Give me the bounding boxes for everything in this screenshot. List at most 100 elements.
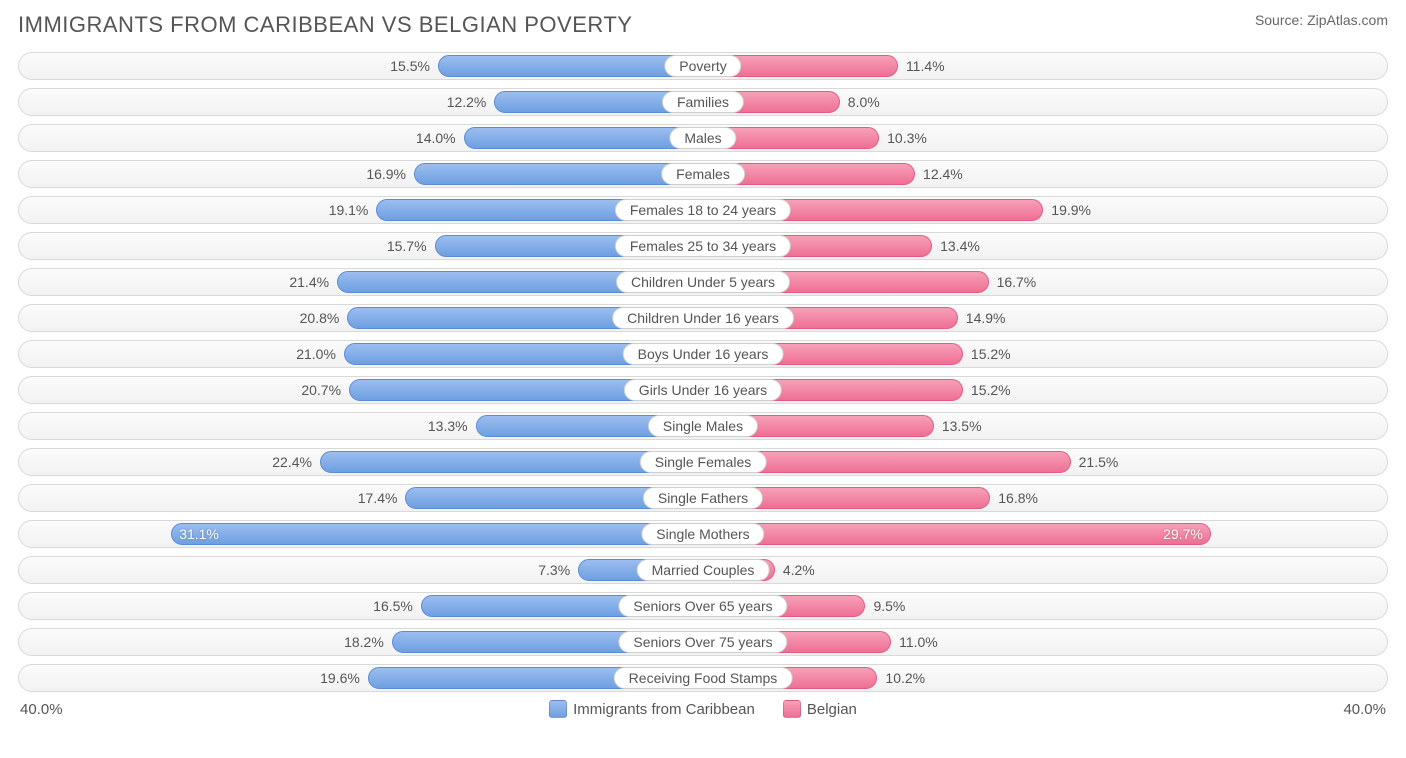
category-label: Single Mothers: [641, 523, 764, 545]
bar-row: 19.1%19.9%Females 18 to 24 years: [18, 196, 1388, 224]
value-label-right: 29.7%: [1163, 521, 1211, 547]
chart-title: IMMIGRANTS FROM CARIBBEAN VS BELGIAN POV…: [18, 12, 632, 38]
right-half: 15.2%: [703, 377, 1387, 403]
category-label: Seniors Over 65 years: [618, 595, 787, 617]
left-half: 20.8%: [19, 305, 703, 331]
legend-swatch-right: [783, 700, 801, 718]
left-half: 18.2%: [19, 629, 703, 655]
right-half: 19.9%: [703, 197, 1387, 223]
category-label: Girls Under 16 years: [624, 379, 782, 401]
category-label: Seniors Over 75 years: [618, 631, 787, 653]
left-half: 31.1%: [19, 521, 703, 547]
left-half: 16.5%: [19, 593, 703, 619]
bar-left: [438, 55, 703, 77]
left-half: 16.9%: [19, 161, 703, 187]
value-label-left: 12.2%: [447, 89, 495, 115]
category-label: Males: [669, 127, 736, 149]
value-label-right: 4.2%: [775, 557, 815, 583]
value-label-left: 15.5%: [390, 53, 438, 79]
legend: Immigrants from Caribbean Belgian: [549, 700, 857, 718]
value-label-left: 20.7%: [301, 377, 349, 403]
value-label-left: 7.3%: [538, 557, 578, 583]
right-half: 12.4%: [703, 161, 1387, 187]
value-label-left: 13.3%: [428, 413, 476, 439]
value-label-right: 15.2%: [963, 377, 1011, 403]
value-label-left: 18.2%: [344, 629, 392, 655]
bar-left: [171, 523, 703, 545]
source-prefix: Source:: [1255, 12, 1307, 28]
bar-right: [703, 523, 1211, 545]
left-half: 14.0%: [19, 125, 703, 151]
value-label-left: 19.6%: [320, 665, 368, 691]
legend-item-left: Immigrants from Caribbean: [549, 700, 755, 718]
value-label-right: 9.5%: [865, 593, 905, 619]
bar-row: 17.4%16.8%Single Fathers: [18, 484, 1388, 512]
right-half: 16.8%: [703, 485, 1387, 511]
bottom-row: 40.0% Immigrants from Caribbean Belgian …: [18, 700, 1388, 718]
bar-row: 16.5% 9.5% Seniors Over 65 years: [18, 592, 1388, 620]
value-label-right: 13.4%: [932, 233, 980, 259]
legend-label-right: Belgian: [807, 701, 857, 718]
left-half: 21.0%: [19, 341, 703, 367]
value-label-right: 21.5%: [1071, 449, 1119, 475]
right-half: 13.5%: [703, 413, 1387, 439]
right-half: 10.2%: [703, 665, 1387, 691]
value-label-left: 31.1%: [171, 521, 219, 547]
left-half: 20.7%: [19, 377, 703, 403]
bar-row: 13.3% 13.5% Single Males: [18, 412, 1388, 440]
category-label: Families: [662, 91, 744, 113]
value-label-left: 21.0%: [296, 341, 344, 367]
bar-row: 15.5% 11.4% Poverty: [18, 52, 1388, 80]
bar-row: 16.9%12.4%Females: [18, 160, 1388, 188]
left-half: 12.2%: [19, 89, 703, 115]
value-label-left: 16.9%: [366, 161, 414, 187]
category-label: Single Females: [640, 451, 767, 473]
bar-row: 31.1% 29.7% Single Mothers: [18, 520, 1388, 548]
category-label: Receiving Food Stamps: [614, 667, 793, 689]
value-label-right: 12.4%: [915, 161, 963, 187]
bar-left: [464, 127, 703, 149]
left-half: 22.4%: [19, 449, 703, 475]
right-half: 9.5%: [703, 593, 1387, 619]
right-half: 16.7%: [703, 269, 1387, 295]
bar-row: 15.7%13.4%Females 25 to 34 years: [18, 232, 1388, 260]
bar-row: 20.8%14.9%Children Under 16 years: [18, 304, 1388, 332]
value-label-left: 14.0%: [416, 125, 464, 151]
right-half: 14.9%: [703, 305, 1387, 331]
left-half: 21.4%: [19, 269, 703, 295]
bar-row: 20.7% 15.2% Girls Under 16 years: [18, 376, 1388, 404]
value-label-right: 13.5%: [934, 413, 982, 439]
bar-row: 22.4% 21.5% Single Females: [18, 448, 1388, 476]
value-label-right: 11.4%: [898, 53, 945, 79]
value-label-right: 16.7%: [989, 269, 1037, 295]
category-label: Children Under 5 years: [616, 271, 790, 293]
legend-label-left: Immigrants from Caribbean: [573, 701, 755, 718]
category-label: Married Couples: [637, 559, 770, 581]
left-half: 19.6%: [19, 665, 703, 691]
bar-row: 7.3% 4.2%Married Couples: [18, 556, 1388, 584]
value-label-right: 11.0%: [891, 629, 938, 655]
left-half: 15.7%: [19, 233, 703, 259]
bar-row: 19.6% 10.2% Receiving Food Stamps: [18, 664, 1388, 692]
right-half: 11.0%: [703, 629, 1387, 655]
value-label-left: 22.4%: [272, 449, 320, 475]
legend-swatch-left: [549, 700, 567, 718]
value-label-right: 8.0%: [840, 89, 880, 115]
category-label: Boys Under 16 years: [623, 343, 784, 365]
bar-row: 21.0%15.2%Boys Under 16 years: [18, 340, 1388, 368]
bar-row: 18.2% 11.0% Seniors Over 75 years: [18, 628, 1388, 656]
right-half: 8.0%: [703, 89, 1387, 115]
value-label-left: 21.4%: [289, 269, 337, 295]
bar-left: [414, 163, 703, 185]
left-half: 19.1%: [19, 197, 703, 223]
category-label: Single Males: [648, 415, 758, 437]
category-label: Poverty: [664, 55, 741, 77]
axis-max-right: 40.0%: [1343, 701, 1386, 718]
value-label-right: 10.2%: [877, 665, 925, 691]
value-label-left: 15.7%: [387, 233, 435, 259]
value-label-right: 10.3%: [879, 125, 927, 151]
left-half: 17.4%: [19, 485, 703, 511]
left-half: 15.5%: [19, 53, 703, 79]
right-half: 10.3%: [703, 125, 1387, 151]
value-label-left: 19.1%: [329, 197, 377, 223]
